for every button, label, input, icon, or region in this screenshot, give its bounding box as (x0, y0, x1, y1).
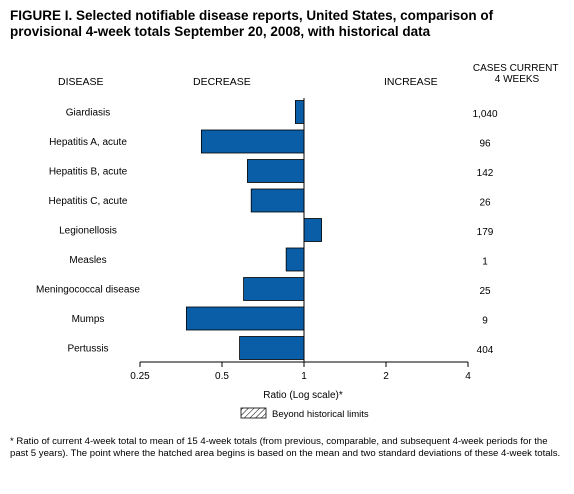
cases-value: 9 (482, 316, 488, 327)
legend-label: Beyond historical limits (272, 409, 369, 420)
cases-value: 25 (479, 286, 491, 297)
category-label: Meningococcal disease (36, 285, 140, 296)
cases-value: 142 (477, 168, 494, 179)
bar (200, 129, 305, 154)
x-tick-label: 0.25 (130, 371, 150, 382)
header-increase: INCREASE (384, 76, 438, 88)
category-label: Giardiasis (66, 108, 110, 119)
bar (250, 188, 305, 213)
x-tick-label: 1 (301, 371, 307, 382)
cases-value: 26 (479, 198, 491, 209)
category-label: Measles (69, 255, 106, 266)
figure-title: FIGURE I. Selected notifiable disease re… (10, 8, 494, 39)
footnote: * Ratio of current 4-week total to mean … (10, 436, 561, 459)
bar (285, 247, 305, 272)
legend-hatch-swatch (240, 407, 267, 419)
category-label: Mumps (72, 314, 105, 325)
header-disease: DISEASE (58, 76, 104, 88)
cases-value: 404 (477, 345, 494, 356)
cases-value: 96 (479, 139, 491, 150)
x-tick-label: 0.5 (215, 371, 229, 382)
header-decrease: DECREASE (193, 76, 251, 88)
header-cases: CASES CURRENT 4 WEEKS (473, 63, 561, 85)
cases-value: 1,040 (472, 109, 497, 120)
category-label: Hepatitis C, acute (49, 196, 128, 207)
bar (303, 218, 322, 242)
bar (243, 277, 305, 301)
plot-area: 0.25 0.5 1 2 4 Giardiasis 1,040 Hepatitis A, ac… (36, 98, 498, 382)
bar (247, 159, 305, 183)
bar (185, 306, 305, 331)
category-label: Hepatitis B, acute (49, 167, 128, 178)
cases-value: 1 (482, 257, 488, 268)
bar (295, 100, 305, 124)
cases-value: 179 (477, 227, 494, 238)
x-tick-label: 2 (383, 371, 389, 382)
bar (239, 336, 305, 360)
x-axis-title: Ratio (Log scale)* (263, 390, 343, 401)
category-label: Legionellosis (59, 226, 117, 237)
category-label: Hepatitis A, acute (49, 137, 127, 148)
x-tick-label: 4 (465, 371, 471, 382)
category-label: Pertussis (67, 344, 108, 355)
